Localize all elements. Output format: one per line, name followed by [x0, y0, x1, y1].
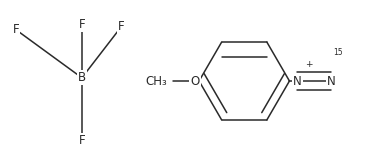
- Text: F: F: [118, 20, 125, 33]
- Text: N: N: [327, 75, 335, 87]
- Text: +: +: [305, 60, 313, 69]
- Text: F: F: [78, 18, 85, 31]
- Text: N: N: [293, 75, 301, 87]
- Text: 15: 15: [333, 48, 343, 57]
- Text: F: F: [78, 134, 85, 147]
- Text: O: O: [191, 75, 200, 87]
- Text: B: B: [78, 71, 86, 84]
- Text: F: F: [13, 23, 19, 36]
- Text: CH₃: CH₃: [145, 75, 167, 87]
